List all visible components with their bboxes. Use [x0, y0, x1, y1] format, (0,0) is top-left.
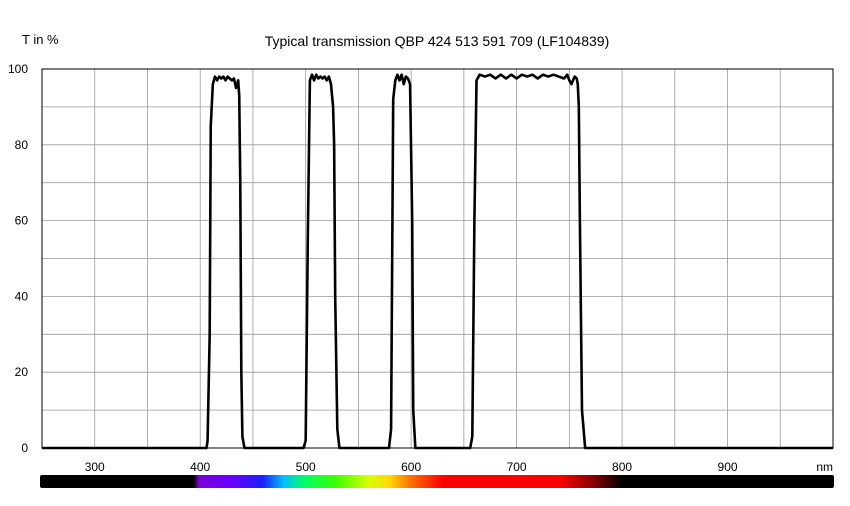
transmission-curve	[42, 73, 833, 450]
x-axis-unit-label: nm	[816, 460, 833, 474]
y-axis-label: T in %	[22, 32, 59, 47]
y-tick-label: 40	[15, 289, 29, 303]
x-tick-label: 800	[612, 460, 632, 474]
x-tick-label: 600	[401, 460, 421, 474]
x-tick-label: 400	[190, 460, 210, 474]
color-spectrum-bar	[40, 475, 834, 488]
x-tick-label: 700	[507, 460, 527, 474]
y-tick-label: 20	[15, 365, 29, 379]
x-tick-label: 500	[296, 460, 316, 474]
y-tick-labels: 0 20 40 60 80 100	[8, 62, 28, 455]
x-tick-labels: 300 400 500 600 700 800 900	[85, 460, 738, 474]
y-tick-label: 100	[8, 62, 28, 76]
x-tick-label: 900	[718, 460, 738, 474]
y-tick-label: 0	[21, 441, 28, 455]
y-tick-label: 60	[15, 214, 29, 228]
chart-title: Typical transmission QBP 424 513 591 709…	[265, 33, 610, 49]
grid	[42, 69, 833, 448]
x-tick-label: 300	[85, 460, 105, 474]
y-tick-label: 80	[15, 138, 29, 152]
